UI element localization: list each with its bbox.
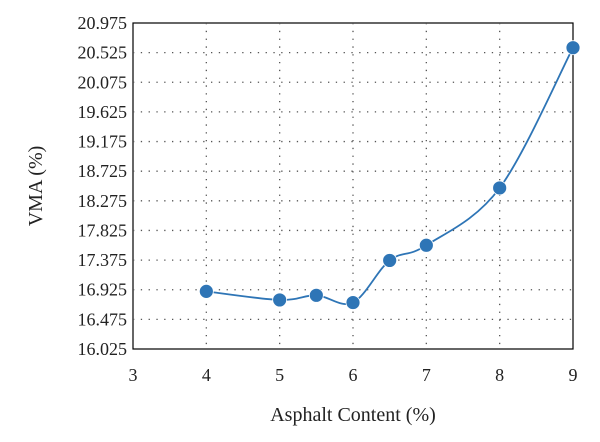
x-axis-title: Asphalt Content (%): [270, 404, 436, 426]
x-tick-label: 3: [129, 365, 138, 385]
y-tick-label: 20.975: [78, 13, 128, 33]
y-tick-labels: 16.025 16.475 16.925 17.375 17.825 18.275 18.7…: [78, 13, 128, 359]
data-point: [492, 180, 508, 196]
y-tick-label: 18.725: [78, 161, 128, 181]
y-tick-label: 18.275: [78, 191, 128, 211]
y-tick-label: 17.375: [78, 250, 128, 270]
x-tick-label: 5: [275, 365, 284, 385]
y-tick-label: 19.625: [78, 102, 128, 122]
data-point: [418, 237, 434, 253]
y-tick-label: 17.825: [78, 220, 128, 240]
x-tick-labels: 3 4 5 6 7 8 9: [129, 365, 578, 385]
y-tick-label: 16.025: [78, 339, 128, 359]
y-tick-label: 19.175: [78, 132, 128, 152]
x-tick-label: 4: [202, 365, 211, 385]
data-point: [198, 283, 214, 299]
data-point: [345, 295, 361, 310]
x-tick-label: 6: [349, 365, 358, 385]
data-point: [382, 253, 398, 268]
x-tick-label: 9: [569, 365, 578, 385]
y-tick-label: 20.525: [78, 43, 128, 63]
y-tick-label: 16.475: [78, 309, 128, 329]
data-point: [308, 287, 324, 303]
x-tick-label: 8: [495, 365, 504, 385]
data-point: [565, 40, 581, 56]
data-points: [198, 40, 581, 310]
y-tick-label: 16.925: [78, 280, 128, 300]
y-axis-title: VMA (%): [25, 146, 47, 227]
y-tick-label: 20.075: [78, 72, 128, 92]
data-point: [272, 292, 288, 308]
x-tick-label: 7: [422, 365, 431, 385]
grid-lines: [133, 23, 573, 349]
